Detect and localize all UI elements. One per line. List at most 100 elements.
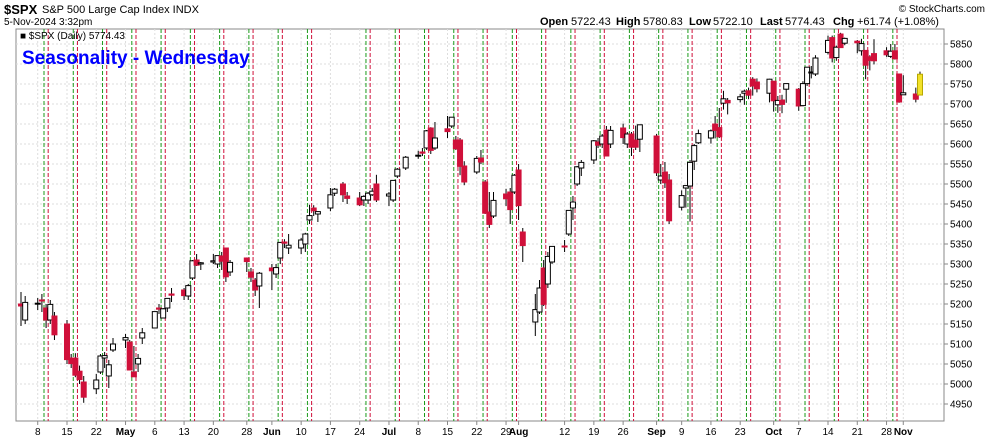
candle-body [799,83,806,107]
candle-body [306,215,313,221]
x-tick-label: 23 [735,427,747,438]
candle-body [804,66,811,85]
candle-body [109,343,116,351]
candle-body [620,127,627,139]
low-value: 5722.10 [713,16,753,28]
candle-body [540,267,547,305]
x-tick-label: 8 [35,427,41,438]
y-tick-label: 5200 [950,300,973,311]
candle-body [578,161,585,169]
y-tick-label: 5550 [950,160,973,171]
candle-body [457,139,464,167]
candle-body [561,245,568,248]
candle-body [63,323,70,361]
candle-body [419,151,426,154]
candle-body [590,140,597,161]
candle-body [770,80,777,102]
candle-body [486,211,493,225]
candle-body [34,302,41,305]
high-value: 5780.83 [643,16,683,28]
candle-body [783,83,790,90]
x-tick-label: 22 [91,427,103,438]
y-tick-label: 5100 [950,340,973,351]
x-tick-label: Aug [509,427,528,438]
x-tick-label: Jul [382,427,397,438]
x-tick-label: Sep [647,427,665,438]
candles [18,32,923,403]
copyright: © StockCharts.com [899,4,985,15]
candle-body [678,195,685,208]
x-tick-label: 28 [241,427,253,438]
index-name: S&P 500 Large Cap Index INDX [42,4,200,16]
x-tick-label: 16 [705,427,717,438]
candle-body [473,157,480,173]
candle-body [812,57,819,75]
candle-body [122,337,129,341]
candle-body [80,381,87,398]
chg-label: Chg [833,16,854,28]
candle-body [753,81,760,90]
candle-body [339,183,346,196]
y-tick-label: 5800 [950,60,973,71]
candle-body [256,272,263,287]
y-axis: 4950 5000 5050 5100 5150 5200 5250 5300 5350 5400… [944,40,973,411]
ohlc-readout: Open 5722.43 High 5780.83 Low 5722.10 La… [540,16,939,28]
candle-body [682,185,689,189]
candle-body [716,127,723,138]
candle-body [97,355,104,373]
candle-body [22,301,29,321]
candle-body [126,341,133,371]
candle-body [227,261,234,273]
chart-annotation: Seasonality - Wednesday [22,48,250,69]
candle-body [707,130,714,139]
x-tick-label: 21 [852,427,864,438]
y-tick-label: 5450 [950,200,973,211]
candle-body [415,154,422,157]
x-tick-label: 13 [179,427,191,438]
x-tick-label: 26 [618,427,630,438]
candle-body [661,171,668,184]
x-tick-label: May [116,427,136,438]
series-legend: ■ $SPX (Daily) 5774.43 [20,31,125,42]
candle-body [482,181,489,214]
candle-body [507,191,514,211]
candle-body [51,315,58,336]
candle-body [917,73,923,96]
x-tick-label: 24 [354,427,366,438]
candle-body [390,179,397,201]
candle-body [160,308,167,319]
candle-body [243,257,250,263]
chg-value: +61.74 (+1.08%) [857,16,939,28]
candle-body [402,156,409,169]
x-tick-label: 15 [442,427,454,438]
candle-body [38,299,45,302]
candle-body [666,179,673,222]
candle-body [277,241,284,259]
candle-body [461,165,468,183]
open-label: Open [540,16,568,28]
candle-body [912,93,919,100]
grid [16,29,944,421]
x-tick-label: 20 [208,427,220,438]
open-value: 5722.43 [571,16,611,28]
candle-body [519,231,526,247]
plot-frame [15,28,945,422]
y-tick-label: 5650 [950,120,973,131]
candle-body [549,245,556,263]
candle-body [130,371,137,378]
candle-body [841,37,848,44]
candle-body [285,244,292,249]
candle-body [365,192,372,201]
candle-body [724,99,731,104]
candle-body [76,370,83,381]
candle-body [896,73,903,103]
candle-body [477,157,484,163]
y-tick-label: 5350 [950,240,973,251]
candle-body [565,209,572,235]
candle-body [532,309,539,323]
x-tick-label: 17 [325,427,337,438]
candle-body [515,169,522,207]
x-tick-label: 29 [500,427,512,438]
high-label: High [616,16,641,28]
